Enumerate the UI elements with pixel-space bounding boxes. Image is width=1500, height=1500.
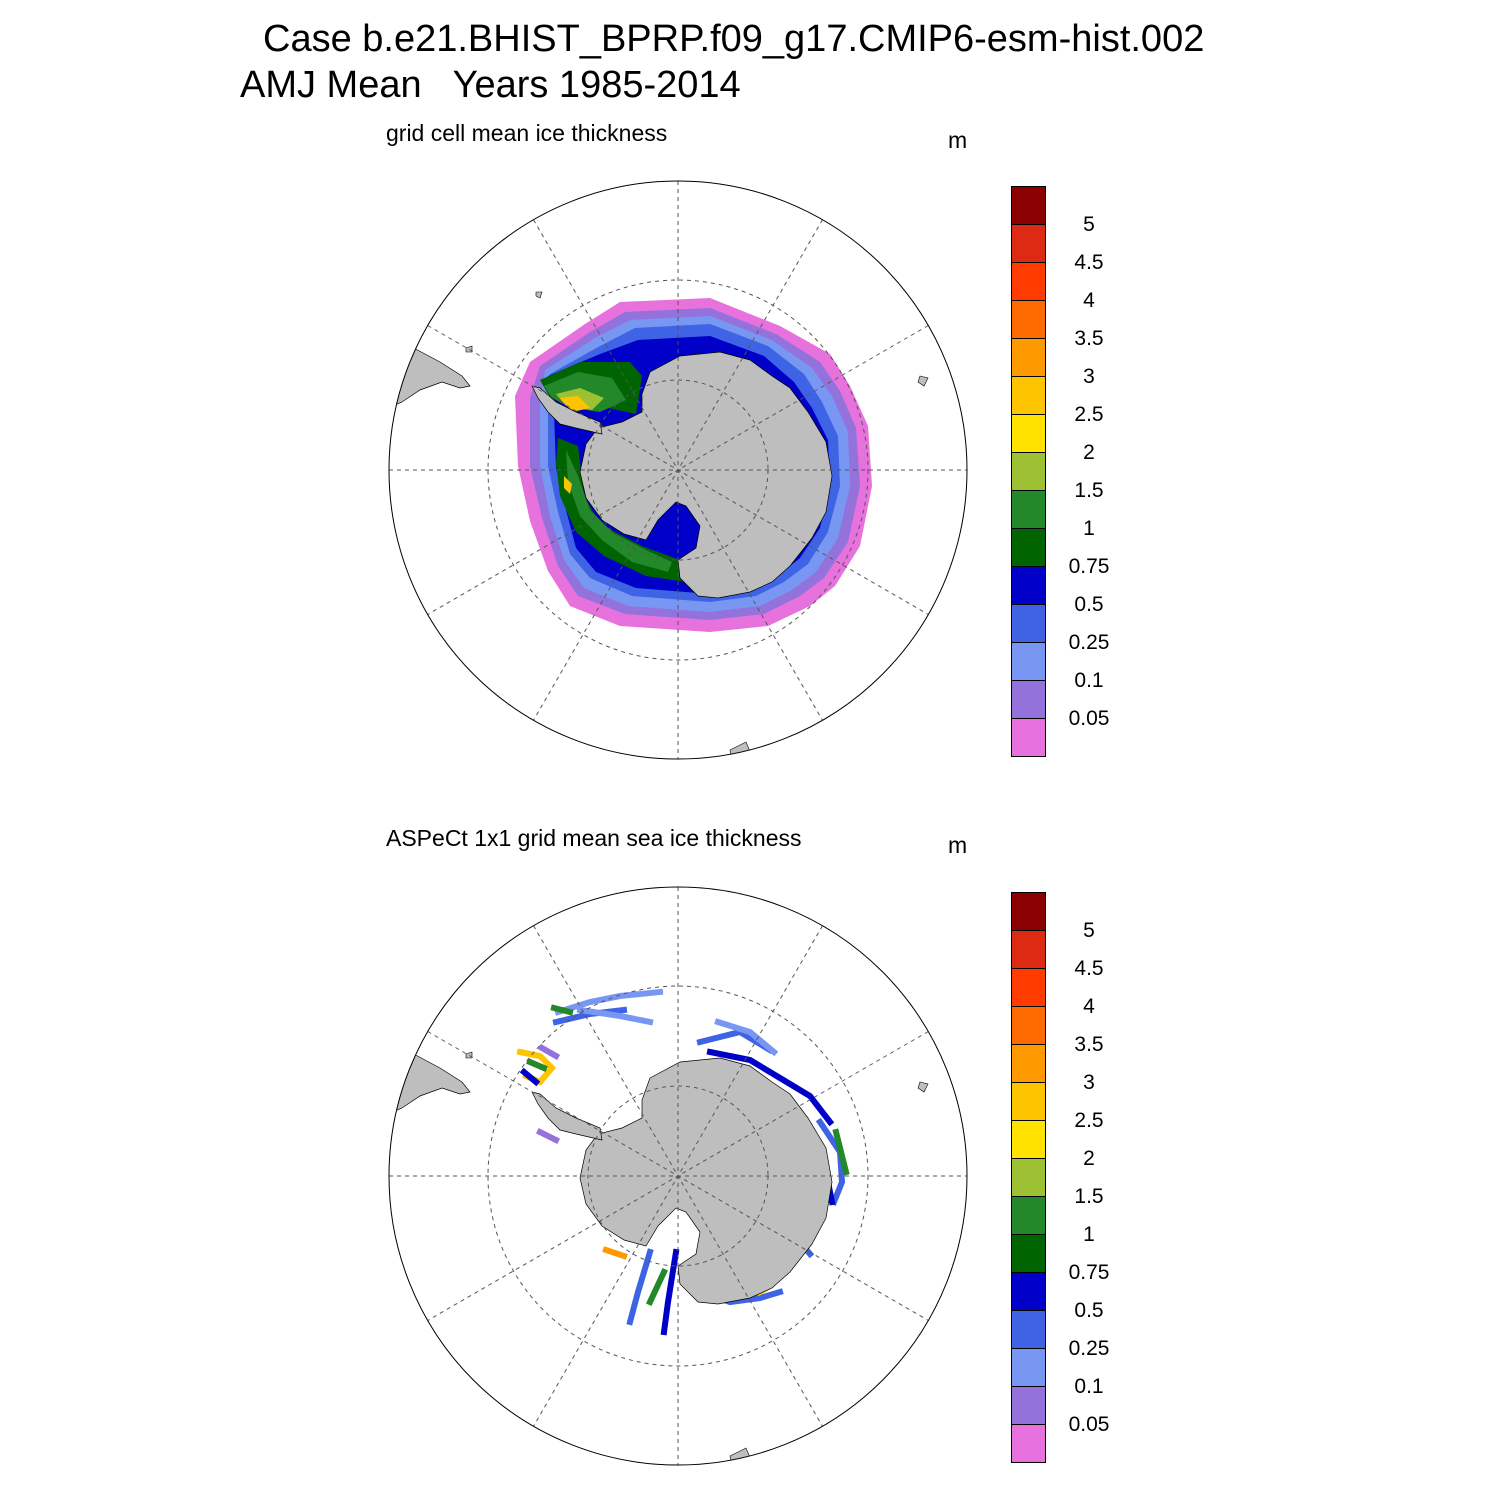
colorbar-swatch	[1012, 1158, 1045, 1196]
colorbar-swatch	[1012, 224, 1045, 262]
colorbar-swatch	[1012, 338, 1045, 376]
colorbar-swatch	[1012, 300, 1045, 338]
colorbar-tick-label: 0.5	[1074, 1299, 1104, 1322]
island-south-georgia	[535, 291, 543, 299]
colorbar-tick-label: 3	[1083, 1071, 1095, 1094]
panel1-title: grid cell mean ice thickness	[386, 120, 668, 146]
colorbar-tick-label: 0.75	[1068, 555, 1110, 578]
figure-title-case: Case b.e21.BHIST_BPRP.f09_g17.CMIP6-esm-…	[263, 18, 1205, 60]
colorbar-swatch	[1012, 376, 1045, 414]
panel1-polar-map	[388, 180, 968, 760]
colorbar-swatch	[1012, 528, 1045, 566]
colorbar-swatch	[1012, 1044, 1045, 1082]
colorbar-tick-label: 3.5	[1074, 327, 1104, 350]
colorbar-tick-label: 0.1	[1074, 1375, 1104, 1398]
panel2-colorbar: 5 4.5 4 3.5 3 2.5 2 1.5 1 0.75 0.5 0.25 0.1 0.05	[1010, 892, 1110, 1466]
colorbar-tick-label: 4	[1083, 995, 1095, 1018]
south-america-land	[389, 1031, 471, 1123]
colorbar-tick-label: 4.5	[1074, 957, 1104, 980]
colorbar-tick-label: 1.5	[1074, 479, 1104, 502]
panel1-units: m	[948, 127, 968, 153]
colorbar-swatch	[1012, 452, 1045, 490]
colorbar-swatch	[1012, 186, 1045, 224]
colorbar-swatch	[1012, 892, 1045, 930]
panel2-map	[380, 882, 980, 1482]
colorbar-swatch	[1012, 930, 1045, 968]
colorbar-tick-label: 0.5	[1074, 593, 1104, 616]
colorbar-tick-label: 2.5	[1074, 403, 1104, 426]
colorbar-tick-label: 0.05	[1068, 1413, 1110, 1436]
colorbar-swatch	[1012, 1424, 1045, 1462]
colorbar-swatch	[1012, 1386, 1045, 1424]
panel2-polar-map	[388, 886, 968, 1466]
south-america-land	[389, 325, 471, 417]
colorbar-tick-label: 5	[1083, 213, 1095, 236]
colorbar-tick-label: 1.5	[1074, 1185, 1104, 1208]
antarctica-land	[579, 1057, 833, 1305]
colorbar-tick-label: 1	[1083, 517, 1095, 540]
colorbar-swatch	[1012, 566, 1045, 604]
colorbar-tick-label: 0.05	[1068, 707, 1110, 730]
panel2-units: m	[948, 832, 968, 858]
colorbar-swatch	[1012, 262, 1045, 300]
colorbar-swatch	[1012, 1120, 1045, 1158]
colorbar-swatch	[1012, 968, 1045, 1006]
graticule	[389, 887, 967, 1465]
colorbar-tick-label: 4.5	[1074, 251, 1104, 274]
colorbar-swatch	[1012, 490, 1045, 528]
figure-title-period: AMJ Mean Years 1985-2014	[240, 64, 741, 106]
panel1-map	[380, 176, 980, 776]
colorbar-tick-label: 5	[1083, 919, 1095, 942]
panel2-title: ASPeCt 1x1 grid mean sea ice thickness	[386, 825, 802, 851]
colorbar-swatch	[1012, 642, 1045, 680]
colorbar-swatch	[1012, 680, 1045, 718]
colorbar-swatch	[1012, 1310, 1045, 1348]
colorbar-tick-label: 1	[1083, 1223, 1095, 1246]
colorbar-tick-label: 0.1	[1074, 669, 1104, 692]
colorbar-swatch	[1012, 1348, 1045, 1386]
colorbar-swatch	[1012, 414, 1045, 452]
map-boundary-circle	[388, 886, 968, 1466]
island-africa-side	[917, 1081, 929, 1093]
colorbar-tick-label: 2	[1083, 1147, 1095, 1170]
colorbar-tick-label: 2	[1083, 441, 1095, 464]
colorbar-tick-label: 3.5	[1074, 1033, 1104, 1056]
map-boundary-circle	[388, 180, 968, 760]
colorbar-swatch	[1012, 1234, 1045, 1272]
panel1-colorbar: 5 4.5 4 3.5 3 2.5 2 1.5 1 0.75 0.5 0.25 0.1 0.05	[1010, 186, 1110, 760]
sea-ice-observations	[516, 988, 850, 1336]
colorbar-tick-label: 0.25	[1068, 631, 1110, 654]
colorbar-swatch	[1012, 1196, 1045, 1234]
colorbar-swatch	[1012, 1082, 1045, 1120]
colorbar-tick-label: 4	[1083, 289, 1095, 312]
colorbar-swatch	[1012, 1272, 1045, 1310]
colorbar-swatch	[1012, 718, 1045, 756]
colorbar-swatch	[1012, 604, 1045, 642]
colorbar-tick-label: 3	[1083, 365, 1095, 388]
colorbar-tick-label: 0.75	[1068, 1261, 1110, 1284]
colorbar-tick-label: 0.25	[1068, 1337, 1110, 1360]
antarctica-land	[579, 351, 833, 599]
colorbar-swatch	[1012, 1006, 1045, 1044]
colorbar-tick-label: 2.5	[1074, 1109, 1104, 1132]
island-africa-side	[917, 375, 929, 387]
graticule	[389, 181, 967, 759]
